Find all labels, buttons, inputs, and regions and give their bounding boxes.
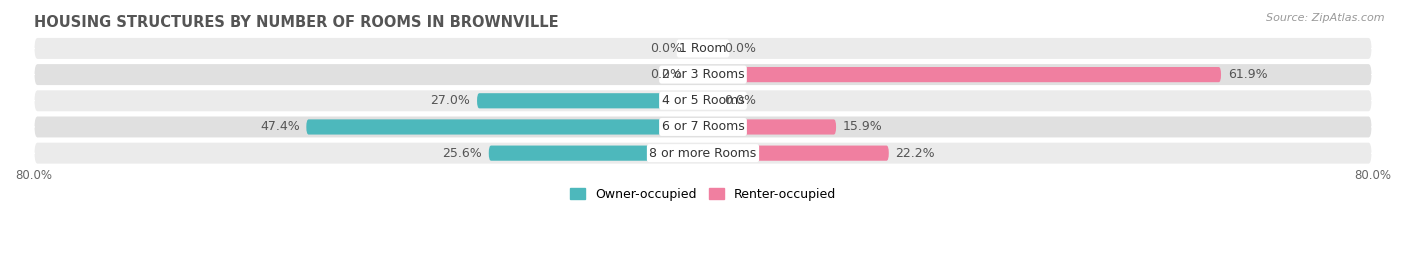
FancyBboxPatch shape (34, 37, 1372, 60)
Text: HOUSING STRUCTURES BY NUMBER OF ROOMS IN BROWNVILLE: HOUSING STRUCTURES BY NUMBER OF ROOMS IN… (34, 15, 558, 30)
Text: 27.0%: 27.0% (430, 94, 471, 107)
Text: 15.9%: 15.9% (842, 121, 883, 133)
Text: 2 or 3 Rooms: 2 or 3 Rooms (662, 68, 744, 81)
Text: 25.6%: 25.6% (443, 147, 482, 160)
FancyBboxPatch shape (34, 141, 1372, 165)
Text: 0.0%: 0.0% (724, 94, 756, 107)
FancyBboxPatch shape (703, 146, 889, 161)
Text: 0.0%: 0.0% (650, 42, 682, 55)
Text: 8 or more Rooms: 8 or more Rooms (650, 147, 756, 160)
Text: 4 or 5 Rooms: 4 or 5 Rooms (662, 94, 744, 107)
FancyBboxPatch shape (489, 146, 703, 161)
FancyBboxPatch shape (307, 119, 703, 134)
Legend: Owner-occupied, Renter-occupied: Owner-occupied, Renter-occupied (565, 183, 841, 206)
Text: 22.2%: 22.2% (896, 147, 935, 160)
Text: 6 or 7 Rooms: 6 or 7 Rooms (662, 121, 744, 133)
FancyBboxPatch shape (34, 63, 1372, 86)
FancyBboxPatch shape (477, 93, 703, 108)
FancyBboxPatch shape (703, 67, 1220, 82)
FancyBboxPatch shape (703, 119, 837, 134)
Text: 1 Room: 1 Room (679, 42, 727, 55)
FancyBboxPatch shape (34, 89, 1372, 112)
FancyBboxPatch shape (34, 115, 1372, 139)
Text: 47.4%: 47.4% (260, 121, 299, 133)
Text: 0.0%: 0.0% (650, 68, 682, 81)
Text: 0.0%: 0.0% (724, 42, 756, 55)
Text: Source: ZipAtlas.com: Source: ZipAtlas.com (1267, 13, 1385, 23)
Text: 61.9%: 61.9% (1227, 68, 1267, 81)
